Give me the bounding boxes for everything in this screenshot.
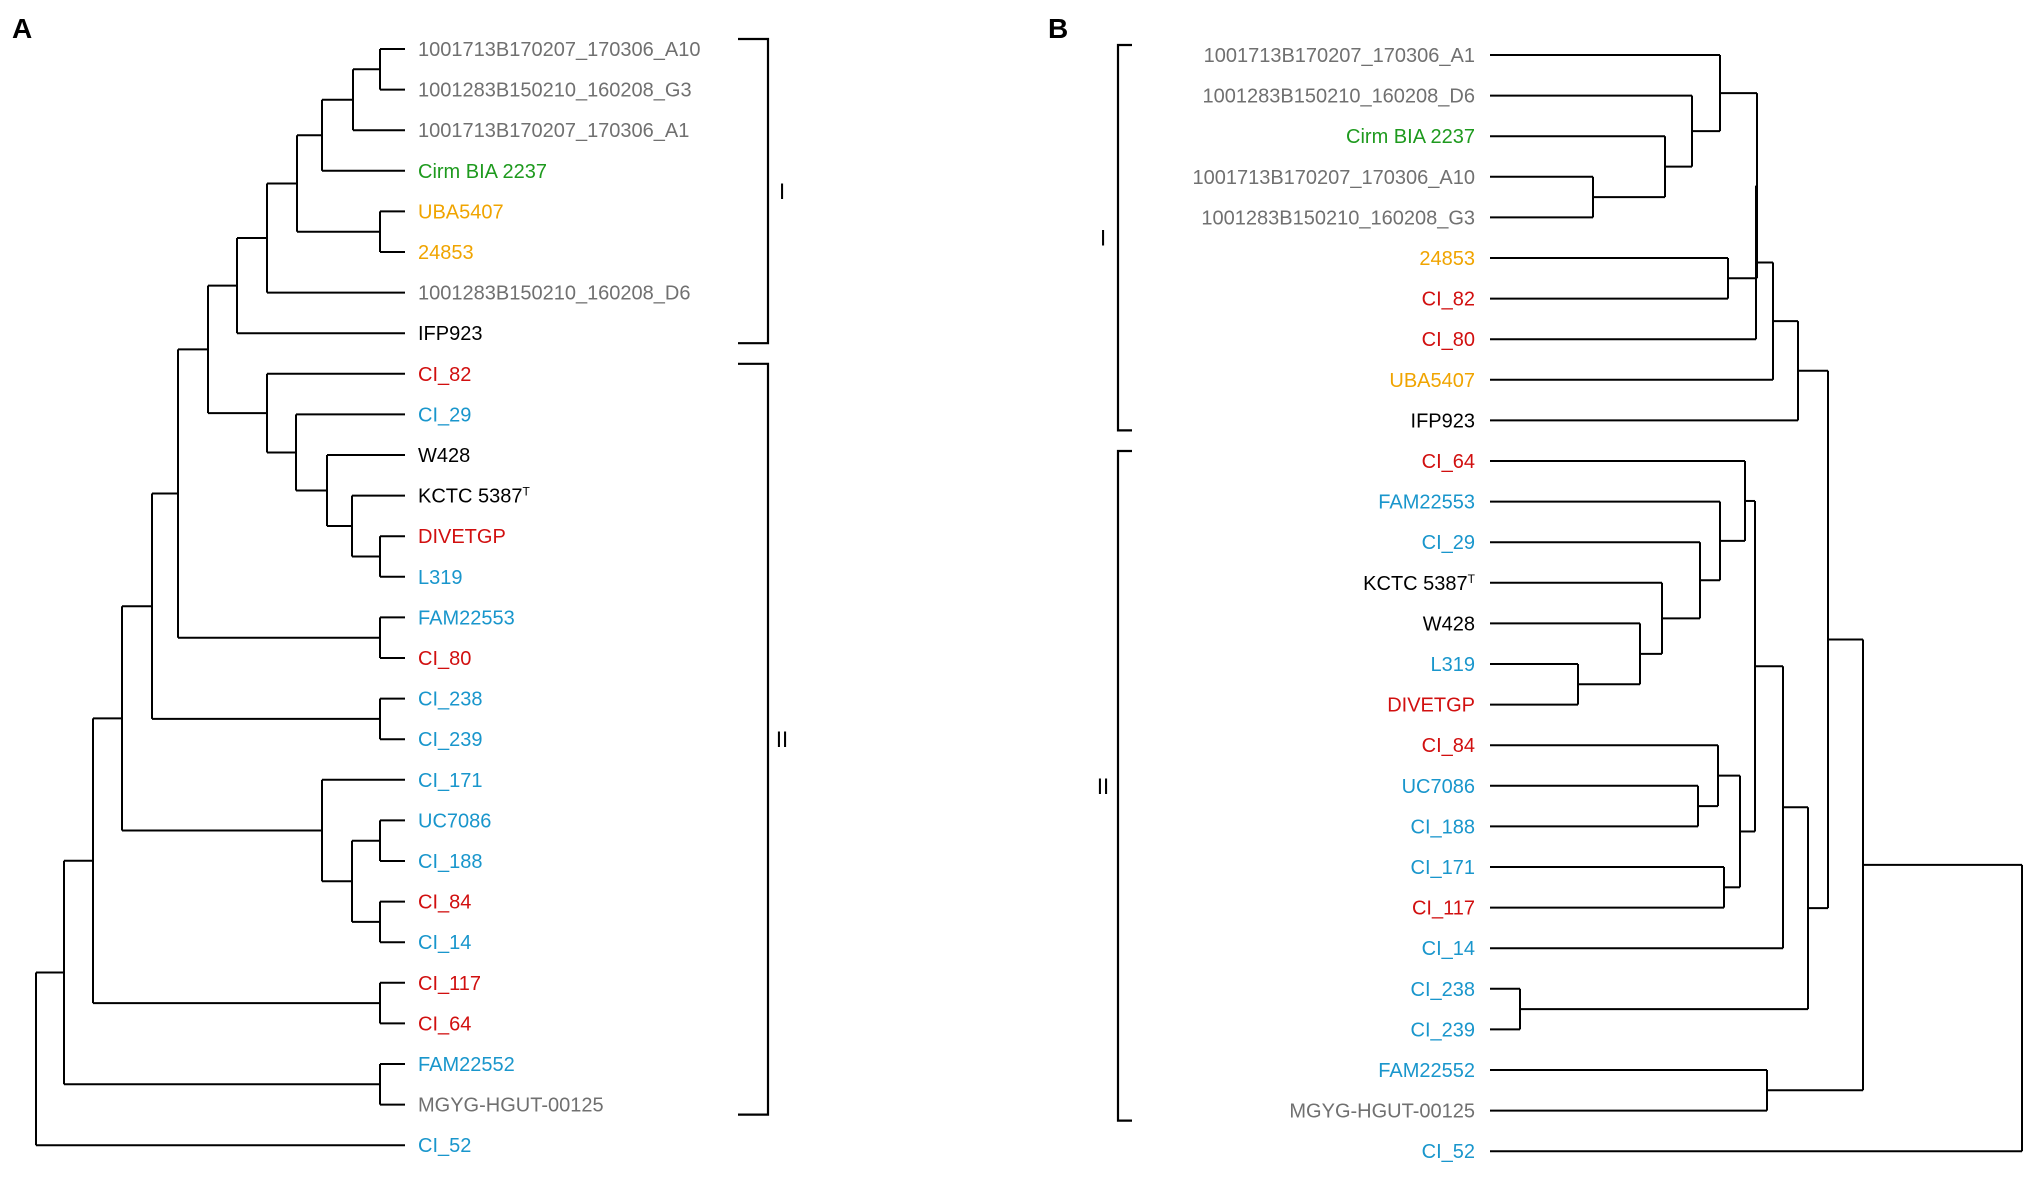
figure-panel_b-clade-bracket: [1116, 43, 1132, 432]
figure-panel_b-leaf-label: Cirm BIA 2237: [1346, 126, 1475, 148]
figure-panel_b-leaf-label: W428: [1423, 613, 1475, 635]
panel-b-label: B: [1048, 13, 1068, 44]
figure-panel_b-leaf-label: 1001713B170207_170306_A10: [1192, 167, 1475, 189]
figure-panel_a-leaf-label: W428: [418, 445, 470, 467]
figure-panel_a-clade-label: II: [776, 727, 788, 752]
panel-a-label: A: [12, 13, 32, 44]
figure-panel_a-leaf-label: FAM22552: [418, 1054, 515, 1076]
panel-a-tree: 1001713B170207_170306_A10 1001283B150210_…: [35, 37, 788, 1157]
figure-panel_a-leaf-label: 1001713B170207_170306_A1: [418, 120, 689, 142]
figure-panel_b-leaf-label: CI_52: [1422, 1141, 1475, 1163]
figure-panel_a-leaf-superscript: T: [523, 485, 531, 499]
figure-panel_a-leaf-label: CI_188: [418, 851, 483, 873]
figure-panel_b-leaf-superscript: T: [1468, 572, 1476, 586]
figure-panel_b-leaf-label: DIVETGP: [1387, 695, 1475, 717]
panel-b-tree: 1001713B170207_170306_A1 1001283B150210_1…: [1097, 43, 2023, 1163]
figure-panel_b-leaf-label: L319: [1431, 654, 1476, 676]
figure-panel_b-leaf-label: CI_188: [1411, 816, 1476, 838]
figure-panel_a-leaf-label: 24853: [418, 242, 474, 264]
figure-panel_b-leaf-label: 1001713B170207_170306_A1: [1204, 45, 1475, 67]
figure-panel_a-leaf-label: UBA5407: [418, 201, 504, 223]
figure-panel_a-clade-bracket: [738, 37, 770, 345]
figure-panel_b-leaf-label: CI_80: [1422, 329, 1475, 351]
figure-panel_a-leaf-label: CI_171: [418, 770, 483, 792]
figure-panel_b-leaf-label: KCTC 5387T: [1363, 572, 1476, 595]
figure-panel_a-leaf-label: CI_84: [418, 892, 471, 914]
figure-panel_b-clade-bracket: [1116, 449, 1132, 1122]
figure-panel_b-leaf-label: FAM22553: [1378, 492, 1475, 514]
figure-panel_a-leaf-label: 1001713B170207_170306_A10: [418, 39, 701, 61]
figure-panel_b-leaf-label: 1001283B150210_160208_G3: [1201, 207, 1475, 229]
figure-panel_b-leaf-label: UC7086: [1402, 776, 1475, 798]
figure-panel_a-clade-bracket: [738, 362, 770, 1116]
figure-panel_a-leaf-label: CI_82: [418, 364, 471, 386]
figure-panel_a-clade-label: I: [779, 179, 785, 204]
figure-panel_b-leaf-label: CI_238: [1411, 979, 1476, 1001]
figure-panel_a-leaf-label: CI_238: [418, 689, 483, 711]
figure-panel_a-leaf-label: IFP923: [418, 323, 482, 345]
figure-panel_b-leaf-label: CI_239: [1411, 1019, 1476, 1041]
figure-panel_b-leaf-label: MGYG-HGUT-00125: [1289, 1101, 1475, 1123]
figure-panel_b-leaf-label: FAM22552: [1378, 1060, 1475, 1082]
figure-panel_b-leaf-label: CI_84: [1422, 735, 1475, 757]
figure-panel_a-leaf-label: FAM22553: [418, 607, 515, 629]
figure-panel_b-leaf-label: CI_14: [1422, 938, 1475, 960]
figure-panel_b-leaf-label: UBA5407: [1389, 370, 1475, 392]
figure-panel_b-leaf-label: CI_171: [1411, 857, 1476, 879]
figure-panel_a-leaf-label: UC7086: [418, 810, 491, 832]
figure-panel_a-leaf-label: L319: [418, 567, 463, 589]
figure-panel_a-leaf-label: KCTC 5387T: [418, 485, 531, 508]
figure-panel_b-leaf-label: IFP923: [1411, 410, 1475, 432]
figure-panel_a-leaf-label: CI_239: [418, 729, 483, 751]
figure-panel_a-leaf-label: 1001283B150210_160208_D6: [418, 283, 691, 305]
figure-panel_b-leaf-label: 24853: [1419, 248, 1475, 270]
figure-panel_a-leaf-label: CI_29: [418, 404, 471, 426]
figure-panel_b-leaf-label: CI_117: [1412, 898, 1475, 920]
figure-panel_a-leaf-label: 1001283B150210_160208_G3: [418, 80, 692, 102]
figure-panel_a-leaf-label: MGYG-HGUT-00125: [418, 1095, 604, 1117]
figure-panel_b-clade-label: I: [1100, 226, 1106, 251]
figure-panel_b-leaf-label: CI_64: [1422, 451, 1475, 473]
figure-panel_b-leaf-label: 1001283B150210_160208_D6: [1203, 86, 1476, 108]
figure-panel_a-leaf-label: DIVETGP: [418, 526, 506, 548]
figure-panel_a-leaf-label: CI_80: [418, 648, 471, 670]
figure-panel_a-leaf-label: CI_14: [418, 932, 471, 954]
figure-panel_a-leaf-label: CI_117: [418, 973, 481, 995]
figure-panel_a-leaf-label: CI_52: [418, 1135, 471, 1157]
figure-panel_b-leaf-label: CI_82: [1422, 289, 1475, 311]
figure-panel_a-leaf-label: Cirm BIA 2237: [418, 161, 547, 183]
figure-panel_b-clade-label: II: [1097, 774, 1109, 799]
figure-panel_a-leaf-label: CI_64: [418, 1013, 471, 1035]
figure-panel_b-leaf-label: CI_29: [1422, 532, 1475, 554]
